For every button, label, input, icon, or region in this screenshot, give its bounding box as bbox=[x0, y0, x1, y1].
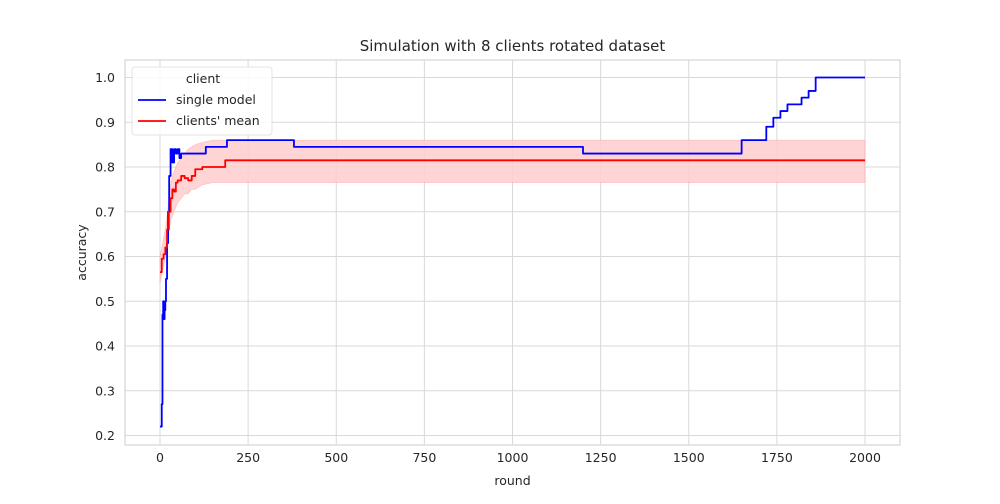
y-axis-label: accuracy bbox=[74, 224, 89, 281]
y-tick-label: 0.3 bbox=[95, 383, 115, 398]
series-group bbox=[160, 76, 865, 428]
x-tick-label: 1750 bbox=[761, 450, 793, 465]
legend-title: client bbox=[186, 71, 220, 86]
confidence-band-group bbox=[159, 139, 866, 284]
x-tick-label: 1500 bbox=[673, 450, 705, 465]
legend-label-clients-mean: clients' mean bbox=[176, 113, 260, 128]
x-axis-label: round bbox=[494, 473, 530, 488]
x-tick-label: 750 bbox=[412, 450, 436, 465]
legend-box bbox=[131, 66, 273, 136]
x-tick-label: 1000 bbox=[497, 450, 529, 465]
x-tick-label: 500 bbox=[324, 450, 348, 465]
y-axis-ticks: 0.2 0.3 0.4 0.5 0.6 0.7 0.8 0.9 1.0 bbox=[95, 70, 115, 443]
y-tick-label: 0.5 bbox=[95, 294, 115, 309]
y-tick-label: 0.9 bbox=[95, 115, 115, 130]
x-tick-label: 1250 bbox=[585, 450, 617, 465]
series-line-clients-mean bbox=[160, 159, 865, 274]
chart-title: Simulation with 8 clients rotated datase… bbox=[360, 37, 666, 55]
confidence-band-clients-mean bbox=[159, 139, 866, 284]
y-tick-label: 1.0 bbox=[95, 70, 115, 85]
legend-label-single-model: single model bbox=[176, 92, 256, 107]
y-tick-label: 0.2 bbox=[95, 428, 115, 443]
x-axis-ticks: 0 250 500 750 1000 1250 1500 1750 2000 bbox=[156, 450, 881, 465]
x-tick-label: 0 bbox=[156, 450, 164, 465]
x-tick-label: 2000 bbox=[849, 450, 881, 465]
x-tick-label: 250 bbox=[236, 450, 260, 465]
legend: client single model clients' mean bbox=[131, 66, 273, 136]
y-tick-label: 0.7 bbox=[95, 204, 115, 219]
y-tick-label: 0.4 bbox=[95, 339, 115, 354]
y-tick-label: 0.8 bbox=[95, 160, 115, 175]
series-line-single-model bbox=[160, 76, 865, 428]
y-tick-label: 0.6 bbox=[95, 249, 115, 264]
